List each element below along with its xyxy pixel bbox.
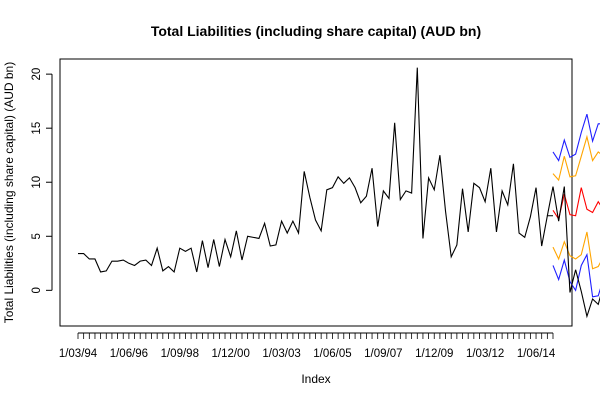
y-axis: 0 5 10 15 20 xyxy=(31,68,53,294)
series-observed xyxy=(78,67,553,274)
x-tick-label: 1/09/07 xyxy=(364,348,402,360)
series-upper-95 xyxy=(552,113,600,162)
chart-title: Total Liabilities (including share capit… xyxy=(151,23,481,39)
x-tick-label: 1/09/98 xyxy=(161,348,199,360)
series-lower-80 xyxy=(552,231,600,270)
x-tick-label: 1/12/09 xyxy=(415,348,453,360)
x-tick-label: 1/03/12 xyxy=(466,348,504,360)
series-layer xyxy=(78,67,600,319)
series-upper-80 xyxy=(552,134,600,182)
x-tick-label: 1/03/03 xyxy=(262,348,300,360)
x-tick-label: 1/06/14 xyxy=(517,348,556,360)
x-axis-label: Index xyxy=(301,372,330,386)
series-lower-95 xyxy=(552,252,600,298)
plot-area xyxy=(59,58,573,327)
y-tick-label: 10 xyxy=(31,176,43,189)
x-tick-label: 1/03/94 xyxy=(59,348,98,360)
y-tick-label: 5 xyxy=(31,233,43,239)
x-axis: 1/03/94 1/06/96 1/09/98 1/12/00 1/03/03 1/06/… xyxy=(59,332,556,360)
y-tick-label: 0 xyxy=(31,287,43,293)
y-tick-label: 15 xyxy=(31,122,43,135)
y-axis-label: Total Liabilities (including share capit… xyxy=(2,62,16,323)
x-tick-label: 1/06/96 xyxy=(110,348,148,360)
x-tick-label: 1/12/00 xyxy=(211,348,249,360)
series-holdout xyxy=(546,186,600,319)
y-tick-label: 20 xyxy=(31,68,43,81)
x-tick-label: 1/06/05 xyxy=(313,348,351,360)
